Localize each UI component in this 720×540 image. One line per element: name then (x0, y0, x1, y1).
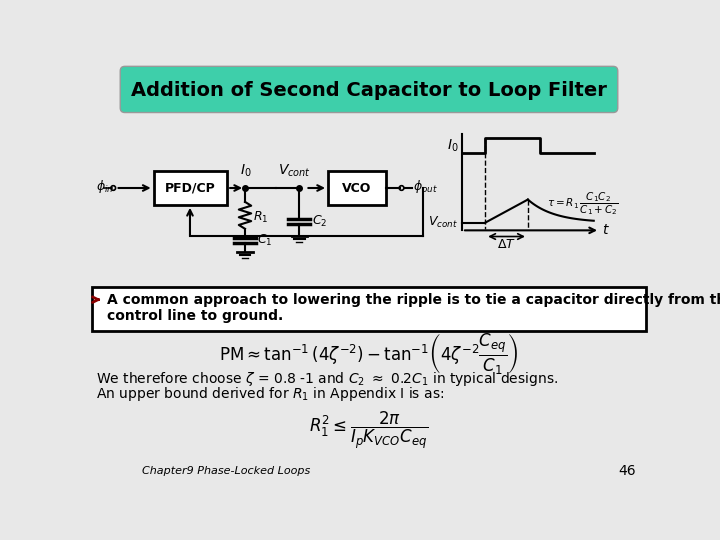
Text: We therefore choose $\zeta$ = 0.8 -1 and $C_2$ $\approx$ 0.2$C_1$ in typical des: We therefore choose $\zeta$ = 0.8 -1 and… (96, 370, 558, 388)
Text: Chapter9 Phase-Locked Loops: Chapter9 Phase-Locked Loops (142, 465, 310, 476)
Text: $V_{cont}$: $V_{cont}$ (279, 163, 311, 179)
Text: $C_2$: $C_2$ (312, 213, 327, 228)
Text: $I_0$: $I_0$ (240, 163, 251, 179)
Text: $V_{cont}$: $V_{cont}$ (428, 215, 458, 230)
Text: $C_1$: $C_1$ (258, 233, 273, 248)
FancyBboxPatch shape (91, 287, 647, 331)
Text: $\mathrm{PM} \approx \tan^{-1}(4\zeta^{-2}) - \tan^{-1}\!\left(4\zeta^{-2}\dfrac: $\mathrm{PM} \approx \tan^{-1}(4\zeta^{-… (220, 331, 518, 376)
Text: $R_1^2 \leq \dfrac{2\pi}{I_p K_{VCO} C_{eq}}$: $R_1^2 \leq \dfrac{2\pi}{I_p K_{VCO} C_{… (310, 410, 428, 451)
Text: $t$: $t$ (601, 224, 609, 238)
Text: An upper bound derived for $R_1$ in Appendix I is as:: An upper bound derived for $R_1$ in Appe… (96, 386, 444, 403)
Bar (328, 171, 386, 205)
Bar (153, 171, 228, 205)
Text: $R_1$: $R_1$ (253, 210, 268, 225)
Text: PFD/CP: PFD/CP (165, 181, 215, 194)
Text: $\tau = R_1\,\dfrac{C_1 C_2}{C_1+C_2}$: $\tau = R_1\,\dfrac{C_1 C_2}{C_1+C_2}$ (547, 190, 619, 217)
Text: VCO: VCO (342, 181, 372, 194)
Text: 46: 46 (618, 463, 636, 477)
Text: A common approach to lowering the ripple is to tie a capacitor directly from the: A common approach to lowering the ripple… (107, 293, 720, 307)
Text: Addition of Second Capacitor to Loop Filter: Addition of Second Capacitor to Loop Fil… (131, 80, 607, 100)
Text: $\phi_{in}$: $\phi_{in}$ (96, 178, 114, 195)
FancyBboxPatch shape (120, 66, 618, 112)
Text: $I_0$: $I_0$ (446, 138, 458, 154)
Text: control line to ground.: control line to ground. (107, 309, 283, 323)
Text: $\phi_{out}$: $\phi_{out}$ (413, 178, 438, 195)
Text: $\Delta T$: $\Delta T$ (497, 238, 516, 251)
